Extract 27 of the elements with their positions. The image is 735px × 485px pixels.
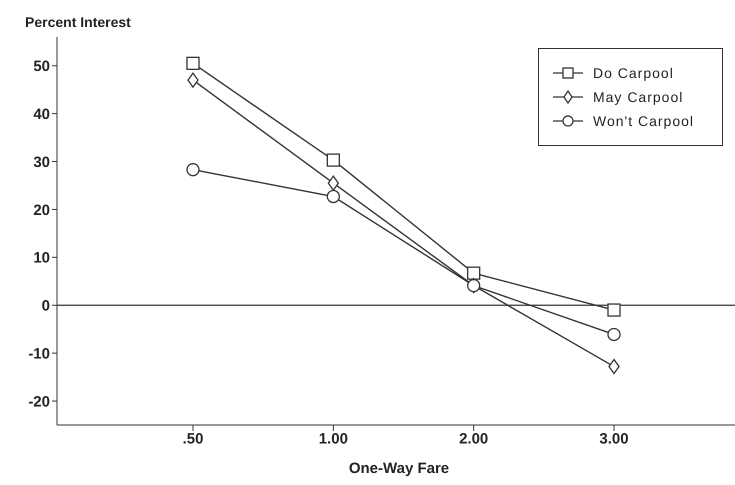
legend-label: May Carpool (592, 89, 684, 105)
y-tick-label: -20 (28, 393, 50, 410)
y-tick-label: 0 (42, 298, 50, 315)
point (326, 190, 340, 204)
point (326, 153, 340, 167)
x-axis-title: One-Way Fare (348, 460, 450, 477)
y-tick-label: 20 (33, 202, 50, 219)
y-tick-label: 10 (33, 250, 50, 267)
x-tick-label: 3.00 (599, 430, 629, 448)
x-tick-label: 2.00 (459, 430, 488, 448)
point (607, 328, 621, 342)
x-tick-label: 1.00 (318, 430, 348, 448)
legend-label: Do Carpool (592, 65, 674, 81)
y-tick-label: 30 (33, 154, 50, 171)
point (187, 72, 199, 88)
y-tick-label: 50 (33, 58, 50, 76)
y-axis-title: Percent Interest (25, 14, 132, 30)
point (608, 358, 620, 374)
point (186, 56, 200, 70)
x-tick-label: .50 (182, 430, 204, 448)
legend-label: Won't Carpool (592, 113, 694, 129)
point (467, 266, 480, 280)
point (607, 303, 621, 317)
y-tick-label: -10 (28, 345, 50, 362)
y-tick-label: 40 (33, 106, 50, 123)
point (186, 163, 200, 176)
point (328, 175, 339, 191)
